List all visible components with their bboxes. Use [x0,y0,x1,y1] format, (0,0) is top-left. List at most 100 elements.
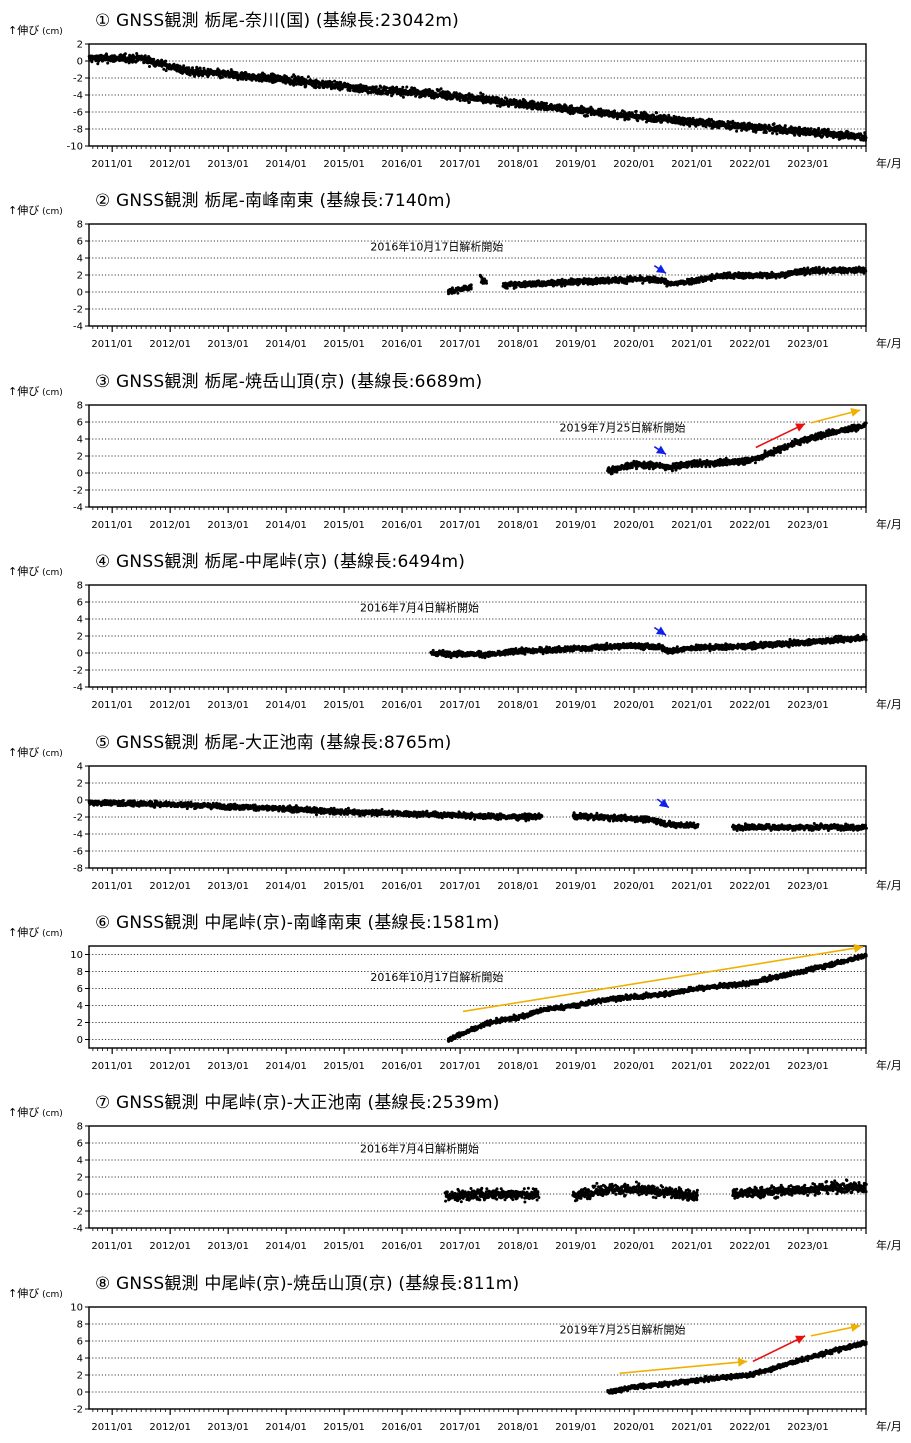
data-point [599,107,603,111]
data-point [654,111,658,114]
data-point [469,286,473,290]
plot-frame [88,404,867,508]
data-point [499,100,503,104]
data-point [598,281,602,285]
x-tick-label: 2014/01 [265,339,307,350]
data-point [638,274,642,278]
data-point [148,65,151,68]
data-point [625,282,629,286]
data-point [304,84,308,88]
x-tick-label: 2012/01 [149,339,191,350]
data-point [840,271,843,275]
y-tick-label: -4 [73,91,83,102]
x-tick-label: 2023/01 [787,339,829,350]
data-point [617,281,621,285]
y-axis-label: ↑伸び (cm) [8,22,63,38]
y-tick-label: 0 [77,469,83,480]
analysis-start-annotation: 2016年10月17日解析開始 [370,239,503,253]
data-point [808,272,812,276]
data-point [586,114,589,118]
data-point [447,292,450,296]
x-tick-label: 2013/01 [207,339,249,350]
data-point [374,85,378,89]
x-minor-ticks [92,326,867,332]
y-tick-label: 2 [77,271,83,282]
data-point [740,128,744,132]
x-tick-label: 2017/01 [439,159,481,170]
y-tick-label: 0 [77,57,83,68]
data-point [330,80,334,84]
x-tick-label: 2019/01 [555,339,597,350]
data-point [128,53,132,57]
data-point [500,97,504,101]
data-point [864,138,867,142]
y-axis-unit: (cm) [39,207,63,217]
x-tick-label: 2019/01 [555,159,597,170]
data-point [96,62,100,66]
chart-panel-2: ↑伸び (cm) ② GNSS観測 栃尾-南峰南東 (基線長:7140m) 年/月 8… [0,180,911,360]
data-point [863,134,867,138]
data-point [379,85,383,89]
data-point [468,100,471,104]
x-tick-label: 2023/01 [787,159,829,170]
data-point [764,131,768,134]
y-tick-label: -8 [73,125,83,136]
y-tick-label: 6 [77,237,83,248]
data-point [164,69,168,73]
x-tick-label: 2016/01 [381,339,423,350]
chart-title: ② GNSS観測 栃尾-南峰南東 (基線長:7140m) [95,191,452,211]
data-point [636,119,640,123]
data-point [775,132,779,136]
data-point [570,104,573,108]
data-point [528,280,532,284]
x-tick-label: 2012/01 [149,159,191,170]
x-tick-label: 2020/01 [613,339,655,350]
data-point [817,126,821,130]
x-tick-label: 2020/01 [613,159,655,170]
data-point [220,75,224,79]
y-tick-label: -4 [73,503,83,514]
y-tick-label: 6 [77,418,83,429]
data-point [615,117,619,121]
data-point [456,291,460,295]
chart-title: ③ GNSS観測 栃尾-焼岳山頂(京) (基線長:6689m) [95,372,483,392]
chart-panel-3: ↑伸び (cm) ③ GNSS観測 栃尾-焼岳山頂(京) (基線長:6689m) 年… [0,361,911,541]
data-point [484,279,488,283]
data-point [641,281,645,285]
data-point [627,117,631,121]
y-axis-unit: (cm) [39,27,63,37]
data-point [218,75,222,79]
data-point [485,281,488,285]
data-point [143,54,147,58]
x-axis-unit: 年/月 [876,518,902,531]
data-point [728,271,732,275]
data-point [481,93,485,96]
x-tick-label: 2016/01 [381,159,423,170]
data-point [193,74,196,78]
y-axis-label-text: ↑伸び [8,24,40,37]
x-tick-label: 2014/01 [265,159,307,170]
y-tick-label: -2 [73,74,83,85]
data-point [439,87,443,91]
data-point [90,60,94,64]
chart-panel-1: ↑伸び (cm) ① GNSS観測 栃尾-奈川(国) (基線長:23042m) 年/… [0,0,911,180]
y-tick-label: 4 [77,435,83,446]
data-point [793,133,797,137]
data-point [732,276,736,280]
data-point [634,109,638,113]
y-tick-label: 8 [77,401,83,412]
data-point [458,99,462,103]
data-point [560,284,564,288]
data-point [187,66,191,70]
data-point [217,69,221,72]
x-tick-label: 2017/01 [439,339,481,350]
y-axis-label-text: ↑伸び [8,204,40,217]
data-point [754,130,758,134]
x-axis-unit: 年/月 [876,337,902,350]
y-tick-label: 2 [77,40,83,51]
data-point [333,79,337,83]
data-point [294,82,298,86]
data-point [694,124,698,128]
